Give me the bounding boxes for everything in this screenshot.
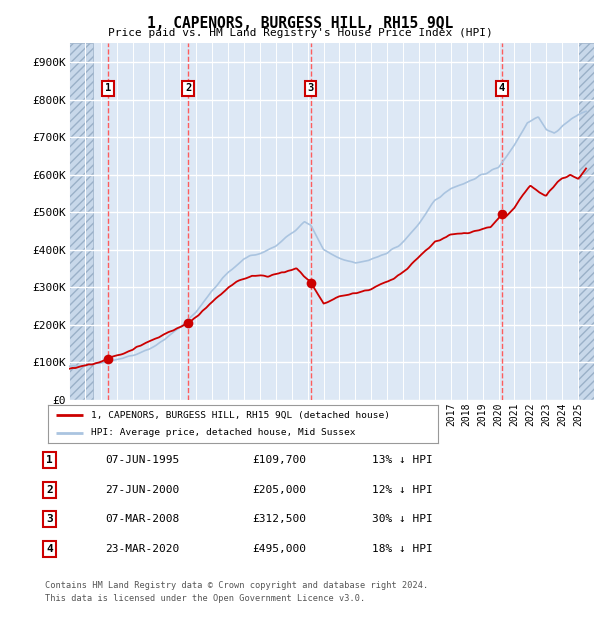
Text: 4: 4 [499,84,505,94]
Text: £495,000: £495,000 [252,544,306,554]
Text: 2: 2 [185,84,191,94]
Text: 2: 2 [46,485,53,495]
Bar [578,43,594,400]
Text: 1, CAPENORS, BURGESS HILL, RH15 9QL: 1, CAPENORS, BURGESS HILL, RH15 9QL [147,16,453,30]
Text: 4: 4 [46,544,53,554]
Text: £205,000: £205,000 [252,485,306,495]
Text: 3: 3 [46,514,53,524]
Text: 1: 1 [104,84,111,94]
Text: £312,500: £312,500 [252,514,306,524]
Text: 12% ↓ HPI: 12% ↓ HPI [372,485,433,495]
Text: 27-JUN-2000: 27-JUN-2000 [105,485,179,495]
Text: HPI: Average price, detached house, Mid Sussex: HPI: Average price, detached house, Mid … [91,428,355,438]
Text: 13% ↓ HPI: 13% ↓ HPI [372,455,433,465]
Text: 07-JUN-1995: 07-JUN-1995 [105,455,179,465]
Text: Price paid vs. HM Land Registry's House Price Index (HPI): Price paid vs. HM Land Registry's House … [107,28,493,38]
Text: 1: 1 [46,455,53,465]
Text: 30% ↓ HPI: 30% ↓ HPI [372,514,433,524]
Bar [69,43,93,400]
Text: 3: 3 [307,84,314,94]
Text: 18% ↓ HPI: 18% ↓ HPI [372,544,433,554]
Text: This data is licensed under the Open Government Licence v3.0.: This data is licensed under the Open Gov… [45,593,365,603]
Text: 1, CAPENORS, BURGESS HILL, RH15 9QL (detached house): 1, CAPENORS, BURGESS HILL, RH15 9QL (det… [91,410,390,420]
Text: 07-MAR-2008: 07-MAR-2008 [105,514,179,524]
Text: 23-MAR-2020: 23-MAR-2020 [105,544,179,554]
Text: Contains HM Land Registry data © Crown copyright and database right 2024.: Contains HM Land Registry data © Crown c… [45,581,428,590]
Text: £109,700: £109,700 [252,455,306,465]
